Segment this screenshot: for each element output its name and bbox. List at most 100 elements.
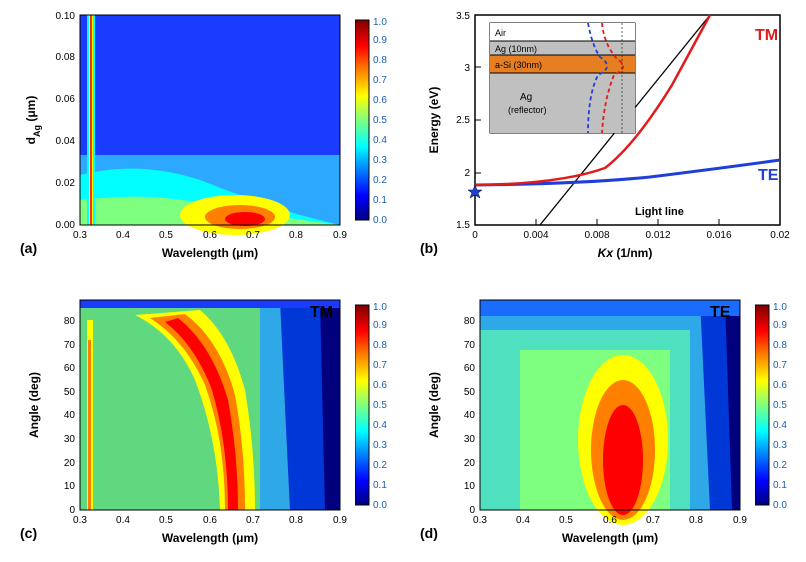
panel-a-ylabel: dAg (μm) [24,96,42,145]
svg-text:0.10: 0.10 [56,11,76,22]
svg-text:0.3: 0.3 [73,515,87,526]
svg-text:Wavelength (μm): Wavelength (μm) [562,531,658,545]
svg-text:0.9: 0.9 [373,35,387,46]
panel-c-label: (c) [20,525,37,541]
svg-text:0.6: 0.6 [773,380,787,391]
svg-text:0.7: 0.7 [373,75,387,86]
svg-text:1.0: 1.0 [373,302,387,313]
svg-text:0.0: 0.0 [773,500,787,511]
svg-text:80: 80 [464,316,476,327]
svg-text:0.3: 0.3 [473,515,487,526]
svg-text:0.6: 0.6 [203,230,217,241]
svg-text:3: 3 [464,63,470,74]
svg-text:70: 70 [64,340,76,351]
svg-text:(reflector): (reflector) [508,105,547,115]
svg-text:30: 30 [464,434,476,445]
svg-text:0: 0 [469,505,475,516]
svg-text:0.8: 0.8 [289,230,303,241]
panel-d-label: (d) [420,525,438,541]
svg-text:0: 0 [472,230,478,241]
svg-text:0.4: 0.4 [773,420,787,431]
svg-text:0.1: 0.1 [373,195,387,206]
svg-text:0.9: 0.9 [733,515,747,526]
panel-a-label: (a) [20,240,37,256]
svg-text:0.2: 0.2 [373,175,387,186]
svg-text:0.8: 0.8 [689,515,703,526]
inset-structure: Air Ag (10nm) a-Si (30nm) Ag (reflector) [490,23,635,133]
svg-text:0.004: 0.004 [523,230,548,241]
svg-text:10: 10 [464,481,476,492]
svg-text:0.02: 0.02 [56,178,76,189]
heatmap-d: 0.30.40.5 0.60.70.80.9 01020 304050 6070… [420,290,780,550]
panel-b-ylabel: Energy (eV) [427,87,441,154]
heatmap-c: 0.30.40.5 0.60.70.80.9 01020 304050 6070… [20,290,380,550]
svg-text:0.1: 0.1 [373,480,387,491]
svg-text:40: 40 [64,410,76,421]
svg-text:0.02: 0.02 [770,230,790,241]
svg-text:2.5: 2.5 [456,115,470,126]
svg-text:0.4: 0.4 [516,515,530,526]
svg-text:50: 50 [464,387,476,398]
colorbar-c: 0.00.10.2 0.30.40.5 0.60.70.8 0.91.0 [355,300,405,535]
svg-text:0.7: 0.7 [373,360,387,371]
svg-text:0.3: 0.3 [773,440,787,451]
panel-a-xlabel: Wavelength (μm) [162,246,258,260]
svg-text:1.0: 1.0 [773,302,787,313]
svg-text:2: 2 [464,168,470,179]
svg-text:0.4: 0.4 [373,420,387,431]
svg-text:Angle (deg): Angle (deg) [427,372,441,438]
svg-text:0.3: 0.3 [373,440,387,451]
svg-text:0.6: 0.6 [203,515,217,526]
panel-c-corner: TM [310,304,333,322]
svg-text:0.5: 0.5 [159,515,173,526]
svg-text:0.04: 0.04 [56,136,76,147]
te-label: TE [758,167,779,184]
svg-text:60: 60 [64,363,76,374]
svg-text:0.7: 0.7 [246,230,260,241]
svg-text:0: 0 [69,505,75,516]
svg-text:0.016: 0.016 [706,230,731,241]
svg-text:0.012: 0.012 [645,230,670,241]
light-line-label: Light line [635,206,684,218]
colorbar-d: 0.00.10.2 0.30.40.5 0.60.70.8 0.91.0 [755,300,805,535]
svg-text:40: 40 [464,410,476,421]
svg-text:0.8: 0.8 [773,340,787,351]
svg-text:10: 10 [64,481,76,492]
svg-text:60: 60 [464,363,476,374]
svg-text:0.4: 0.4 [116,515,130,526]
svg-text:0.7: 0.7 [246,515,260,526]
svg-text:0.008: 0.008 [584,230,609,241]
svg-text:0.08: 0.08 [56,52,76,63]
svg-text:Ag: Ag [520,92,532,103]
panel-b-label: (b) [420,240,438,256]
svg-text:0.5: 0.5 [373,400,387,411]
svg-text:Ag (10nm): Ag (10nm) [495,44,537,54]
svg-text:0.6: 0.6 [603,515,617,526]
svg-text:1.0: 1.0 [373,17,387,28]
svg-text:0.4: 0.4 [116,230,130,241]
panel-b: (b) 00.0040.008 0.0120.0160.02 1.522.5 3… [420,5,800,265]
svg-text:Air: Air [495,28,506,38]
svg-text:0.9: 0.9 [333,515,347,526]
svg-text:0.1: 0.1 [773,480,787,491]
svg-text:0.5: 0.5 [373,115,387,126]
svg-text:0.0: 0.0 [373,500,387,511]
svg-text:0.4: 0.4 [373,135,387,146]
svg-text:0.7: 0.7 [646,515,660,526]
tm-label: TM [755,27,778,44]
svg-text:0.0: 0.0 [373,215,387,226]
panel-a: (a) [20,5,380,265]
svg-text:a-Si (30nm): a-Si (30nm) [495,60,542,70]
svg-text:80: 80 [64,316,76,327]
svg-text:50: 50 [64,387,76,398]
svg-text:0.7: 0.7 [773,360,787,371]
panel-b-xlabel: Kx (1/nm) [598,246,653,260]
svg-text:0.00: 0.00 [56,220,76,231]
svg-text:Wavelength (μm): Wavelength (μm) [162,531,258,545]
svg-text:0.2: 0.2 [373,460,387,471]
svg-text:0.8: 0.8 [289,515,303,526]
svg-text:20: 20 [464,458,476,469]
svg-text:0.8: 0.8 [373,340,387,351]
svg-text:0.5: 0.5 [559,515,573,526]
svg-text:30: 30 [64,434,76,445]
